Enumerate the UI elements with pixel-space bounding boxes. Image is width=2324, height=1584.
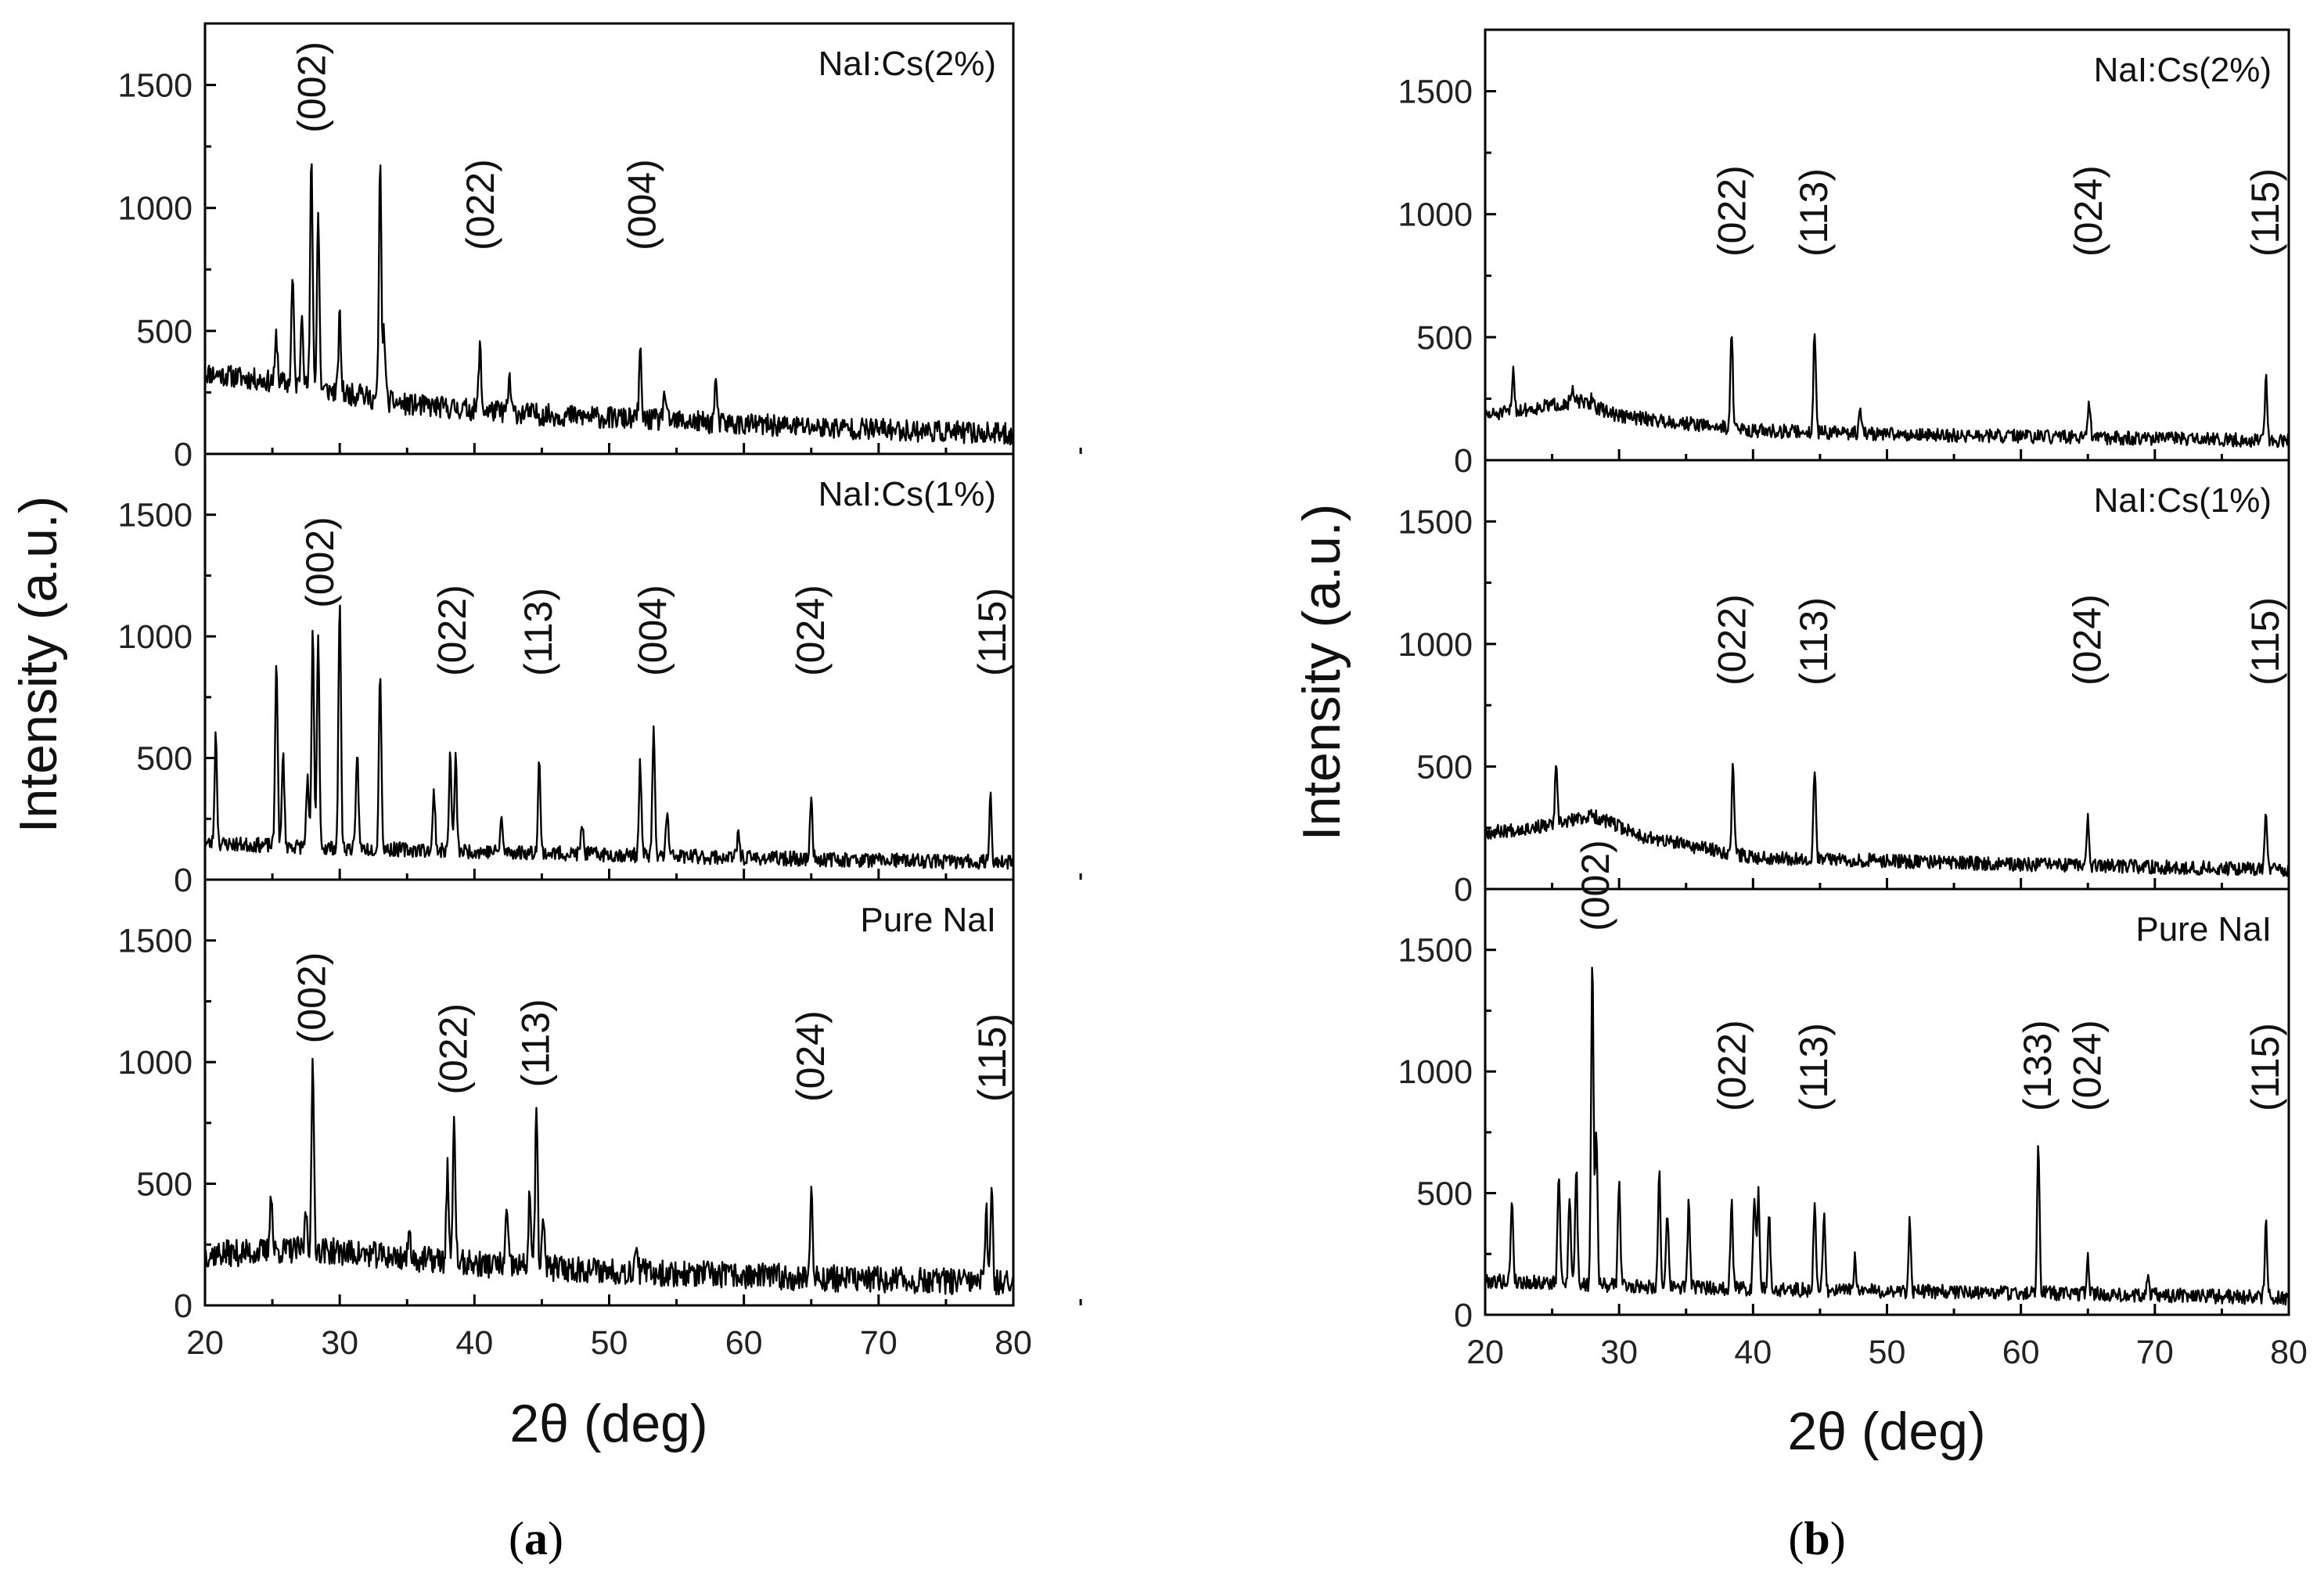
- y-tick-label: 1500: [1398, 503, 1473, 541]
- x-tick-label: 80: [2270, 1334, 2308, 1371]
- y-tick-label: 500: [1416, 748, 1473, 786]
- caption-letter: a: [524, 1513, 548, 1564]
- x-tick-label: 70: [2136, 1334, 2174, 1371]
- sample-label: NaI:Cs(2%): [2094, 51, 2272, 89]
- hkl-label: (113): [1792, 1023, 1836, 1111]
- x-axis-label: 2θ (deg): [1787, 1402, 1985, 1461]
- y-tick-label: 0: [1454, 1297, 1473, 1334]
- y-tick-label: 1500: [117, 67, 192, 105]
- hkl-label: (115): [2243, 597, 2287, 686]
- y-tick-label: 1000: [1398, 1053, 1473, 1091]
- hkl-label: (022): [432, 1003, 476, 1095]
- y-axis-label: Intensity (a.u.): [9, 496, 68, 833]
- y-tick-label: 1000: [1398, 196, 1473, 234]
- xrd-trace: [1484, 333, 2290, 448]
- hkl-label: (002): [1574, 840, 1617, 931]
- hkl-label: (115): [2243, 168, 2287, 257]
- hkl-label: (002): [290, 952, 334, 1044]
- hkl-label: (113): [1792, 168, 1836, 257]
- hkl-label: (022): [430, 585, 474, 676]
- hkl-label: (024): [789, 1010, 833, 1102]
- hkl-label: (004): [631, 585, 675, 676]
- sample-label: Pure NaI: [860, 901, 996, 939]
- x-tick-label: 40: [455, 1324, 493, 1362]
- sample-label: NaI:Cs(1%): [818, 475, 996, 513]
- x-tick-label: 50: [591, 1324, 628, 1362]
- y-tick-label: 0: [174, 436, 192, 473]
- hkl-label: (024): [2067, 165, 2110, 257]
- y-tick-label: 500: [136, 313, 192, 351]
- y-tick-label: 500: [136, 740, 192, 778]
- y-tick-label: 1500: [1398, 74, 1473, 111]
- y-tick-label: 1000: [1398, 626, 1473, 664]
- panel-3: 0 500 1000 1500 Pure NaI (002) (022) (113) (024)…: [117, 878, 1082, 1325]
- panel-3: 0 500 1000 1500 Pure NaI (002) (022) (113) (133)…: [1398, 840, 2290, 1334]
- panel-caption: (a): [509, 1513, 563, 1564]
- hkl-label: (004): [621, 159, 664, 250]
- y-axis-label: Intensity (a.u.): [1292, 504, 1351, 841]
- xrd-trace: [1484, 762, 2290, 877]
- x-tick-label: 40: [1734, 1334, 1772, 1371]
- hkl-label: (024): [2065, 1020, 2109, 1111]
- hkl-label: (024): [789, 585, 833, 676]
- y-tick-label: 1000: [117, 1044, 192, 1082]
- x-tick-label: 30: [1600, 1334, 1638, 1371]
- y-tick-label: 1500: [117, 923, 192, 960]
- caption-letter: b: [1804, 1513, 1829, 1564]
- y-tick-label: 0: [1454, 442, 1473, 480]
- x-tick-label: 20: [186, 1324, 224, 1362]
- y-tick-label: 1000: [117, 618, 192, 656]
- hkl-label: (022): [459, 159, 502, 250]
- hkl-label: (022): [1711, 165, 1754, 257]
- x-tick-label: 50: [1869, 1334, 1906, 1371]
- hkl-label: (113): [516, 588, 560, 676]
- hkl-label: (002): [298, 517, 342, 608]
- xrd-trace: [204, 163, 1015, 446]
- hkl-label: (115): [970, 1013, 1014, 1102]
- y-tick-label: 500: [136, 1166, 192, 1204]
- y-tick-label: 500: [1416, 1175, 1473, 1213]
- panel-2: 0 500 1000 1500 NaI:Cs(1%) (022) (113) (024) (11…: [1398, 459, 2290, 909]
- x-tick-label: 60: [725, 1324, 763, 1362]
- y-tick-label: 0: [1454, 871, 1473, 909]
- hkl-label: (115): [970, 588, 1014, 676]
- x-axis-label: 2θ (deg): [509, 1394, 707, 1453]
- hkl-label: (113): [514, 999, 558, 1087]
- hkl-label: (133): [2016, 1020, 2060, 1111]
- hkl-label: (022): [1711, 1020, 1754, 1111]
- hkl-label: (002): [290, 41, 334, 133]
- y-tick-label: 1500: [117, 497, 192, 535]
- sample-label: NaI:Cs(1%): [2094, 481, 2272, 520]
- hkl-label: (115): [2243, 1023, 2287, 1111]
- x-tick-label: 30: [321, 1324, 358, 1362]
- y-tick-label: 500: [1416, 319, 1473, 357]
- xrd-trace: [203, 604, 1015, 870]
- panel-2: 0 500 1000 1500 NaI:Cs(1%) (002) (022) (113) (00…: [117, 452, 1082, 899]
- x-tick-label: 60: [2002, 1334, 2040, 1371]
- panel-caption: (b): [1788, 1513, 1845, 1564]
- hkl-label: (022): [1711, 594, 1754, 686]
- x-tick-label: 70: [860, 1324, 898, 1362]
- y-tick-label: 0: [174, 862, 192, 899]
- y-tick-label: 0: [174, 1287, 192, 1325]
- y-tick-label: 1000: [117, 190, 192, 228]
- x-tick-label: 80: [995, 1324, 1032, 1362]
- panel-1: 0 500 1000 1500 NaI:Cs(2%) (002) (022) (004): [117, 22, 1082, 473]
- xrd-trace: [203, 1057, 1015, 1296]
- sample-label: Pure NaI: [2135, 910, 2272, 949]
- hkl-label: (113): [1792, 597, 1836, 686]
- hkl-label: (024): [2065, 594, 2109, 686]
- xrd-trace: [1484, 967, 2290, 1306]
- y-tick-label: 1500: [1398, 932, 1473, 970]
- sample-label: NaI:Cs(2%): [818, 45, 996, 83]
- x-tick-label: 20: [1466, 1334, 1504, 1371]
